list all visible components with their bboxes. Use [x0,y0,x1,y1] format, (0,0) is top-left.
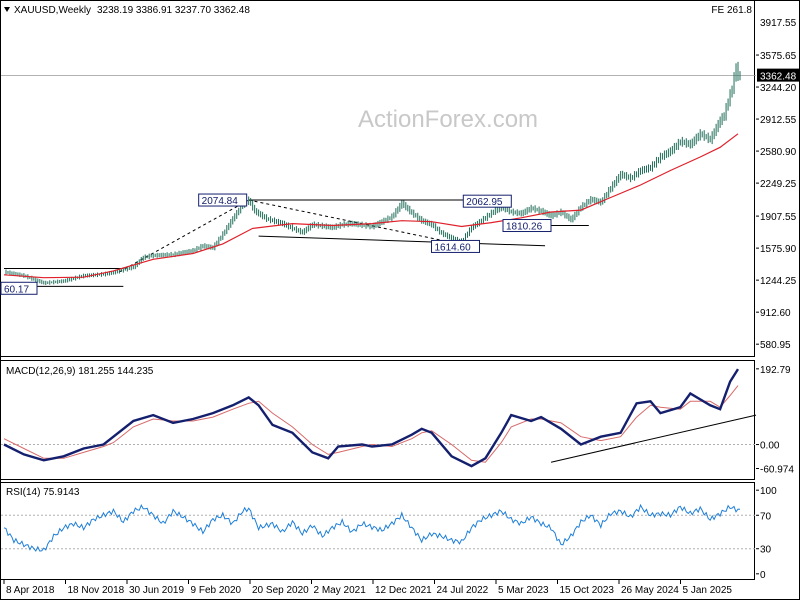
price-tick-label: 3917.55 [760,18,797,29]
rsi-axis: 100 70 30 0 [756,486,777,581]
annotation-box [0,281,38,295]
watermark: ActionForex.com [358,106,538,133]
price-axis: 3917.55 3575.65 3244.20 2912.55 2580.90 2249.… [1,18,799,351]
price-tick-label: 2249.25 [760,179,797,190]
rsi-series [1,503,756,552]
time-axis: 8 Apr 2018 18 Nov 2018 30 Jun 2019 9 Feb 20… [3,580,733,596]
annotation-box [198,193,248,207]
rsi-tick-label: 70 [760,511,772,522]
annotation-box [431,239,481,253]
trendline [258,235,546,247]
time-tick-label: 8 Apr 2018 [6,585,55,596]
price-tick-label: 3575.65 [760,51,797,62]
time-tick-label: 9 Feb 2020 [191,585,242,596]
symbol-label: XAUUSD,Weekly [14,5,91,16]
time-tick-label: 18 Nov 2018 [68,585,125,596]
price-tick-label: 2580.90 [760,147,797,158]
price-series [3,61,741,285]
last-price-label: 3362.48 [760,72,797,83]
rsi-line [3,503,741,552]
annotation-label: 2062.95 [466,197,503,208]
price-tick-label: 912.60 [760,308,791,319]
macd-series [1,368,757,468]
time-tick-label: 2 May 2021 [314,585,367,596]
time-tick-label: 5 Mar 2023 [498,585,549,596]
moving-average-line [3,133,739,279]
price-tick-label: 3244.20 [760,83,797,94]
collapse-triangle-icon[interactable] [4,7,10,12]
price-tick-label: 1244.25 [760,276,797,287]
time-tick-label: 15 Oct 2023 [560,585,615,596]
fe-label: FE 261.8 [711,5,752,16]
last-price-marker [757,68,799,82]
price-tick-label: 2912.55 [760,115,797,126]
rsi-tick-label: 0 [760,570,766,581]
time-tick-label: 30 Jun 2019 [129,585,184,596]
price-tick-label: 580.95 [760,340,791,351]
macd-trendline [550,414,757,463]
macd-axis: 192.79 0.00 -60.974 [756,365,794,475]
macd-signal-line [3,385,739,463]
macd-panel-border [0,360,755,480]
price-tick-label: 1907.55 [760,212,797,223]
annotation-label: 60.17 [4,284,29,295]
time-tick-label: 20 Sep 2020 [252,585,309,596]
time-tick-label: 5 Jan 2025 [683,585,733,596]
price-tick-label: 1575.90 [760,244,797,255]
rsi-tick-label: 100 [760,486,777,497]
rsi-tick-label: 30 [760,545,772,556]
annotation-box [462,194,512,208]
time-tick-label: 24 Jul 2022 [437,585,489,596]
macd-tick-label: -60.974 [760,464,794,475]
price-panel-border [0,0,755,357]
time-tick-label: 12 Dec 2021 [375,585,432,596]
annotation-box [502,219,552,233]
macd-tick-label: 0.00 [760,441,780,452]
dashed-trendline [248,199,462,245]
annotation-label: 1614.60 [435,242,472,253]
annotation-label: 2074.84 [202,196,239,207]
macd-line [3,368,740,468]
annotation-label: 1810.26 [506,222,543,233]
price-annotations: 2074.84 2062.95 1810.26 1614.60 60.17 [0,193,552,295]
rsi-title: RSI(14) 75.9143 [6,487,80,498]
price-trendlines [4,199,589,287]
macd-title: MACD(12,26,9) 181.255 144.235 [6,366,154,377]
macd-tick-label: 192.79 [760,365,791,376]
ohlc-values: 3238.19 3386.91 3237.70 3362.48 [97,5,250,16]
time-tick-label: 26 May 2024 [621,585,679,596]
